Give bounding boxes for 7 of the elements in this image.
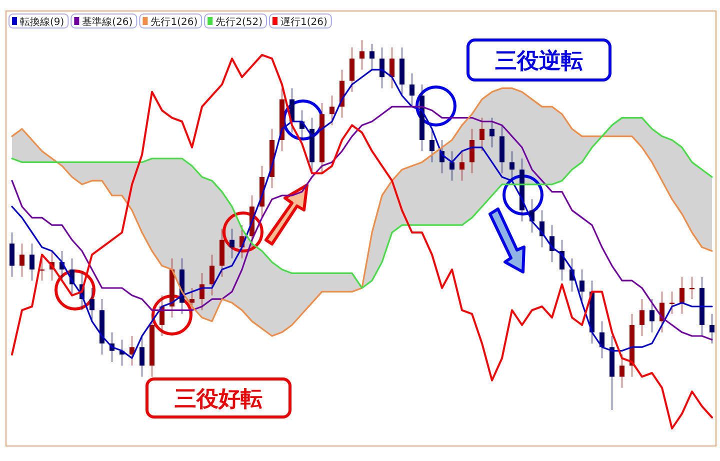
legend-label: 基準線(26) — [82, 16, 133, 28]
annotation: 三役好転 — [174, 387, 262, 412]
legend-label: 遅行1(26) — [280, 16, 328, 28]
legend-label: 先行1(26) — [150, 16, 198, 28]
legend-label: 転換線(9) — [20, 16, 64, 28]
annotation: 三役逆転 — [495, 49, 583, 74]
legend-label: 先行2(52) — [216, 16, 263, 28]
